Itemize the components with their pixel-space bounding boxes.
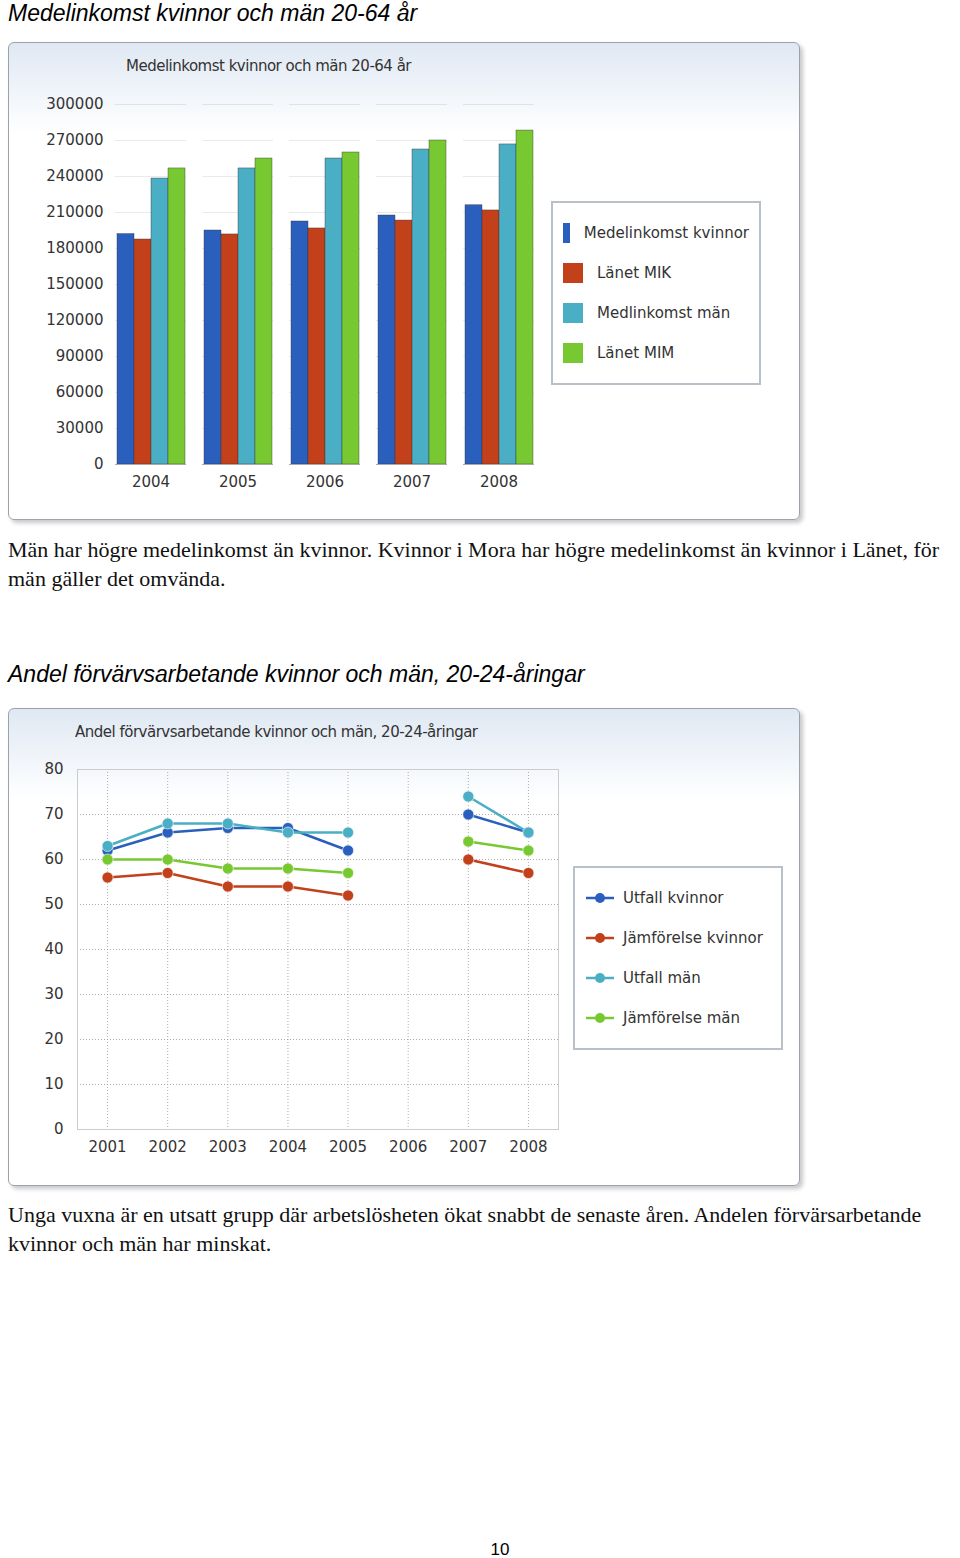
svg-text:2006: 2006: [389, 1138, 427, 1156]
html-text:Jämförelse kvinnor: Jämförelse kvinnor: [623, 929, 763, 947]
html-text:Länet MIK: Länet MIK: [597, 264, 672, 282]
svg-text:2001: 2001: [88, 1138, 126, 1156]
html-text:Medlinkomst män: Medlinkomst män: [597, 304, 731, 322]
html-text:Andel förvärvsarbetande kvinno: Andel förvärvsarbetande kvinnor och män,…: [8, 661, 585, 687]
svg-text:30: 30: [44, 985, 63, 1003]
svg-text:300000: 300000: [46, 95, 103, 113]
svg-text:20: 20: [44, 1030, 63, 1048]
svg-text:2002: 2002: [149, 1138, 187, 1156]
svg-text:2005: 2005: [219, 473, 257, 491]
svg-text:40: 40: [44, 940, 63, 958]
svg-text:2005: 2005: [329, 1138, 367, 1156]
svg-text:2007: 2007: [449, 1138, 487, 1156]
html-text:Andel förvärvsarbetande kvinno: Andel förvärvsarbetande kvinnor och män,…: [75, 723, 478, 741]
svg-text:2007: 2007: [393, 473, 431, 491]
svg-text:10: 10: [44, 1075, 63, 1093]
svg-text:120000: 120000: [46, 311, 103, 329]
html-text:Medelinkomst kvinnor: Medelinkomst kvinnor: [583, 224, 749, 242]
svg-text:150000: 150000: [46, 275, 103, 293]
svg-text:0: 0: [94, 455, 104, 473]
svg-text:2003: 2003: [209, 1138, 247, 1156]
html-text:10: 10: [490, 1540, 510, 1558]
html-text:Unga vuxna är en utsatt grupp: Unga vuxna är en utsatt grupp där arbets…: [8, 1202, 922, 1256]
svg-text:2004: 2004: [132, 473, 170, 491]
html-text:Utfall kvinnor: Utfall kvinnor: [623, 889, 724, 907]
html-text:Medelinkomst kvinnor och män 2: Medelinkomst kvinnor och män 20-64 år: [8, 0, 418, 26]
svg-text:70: 70: [44, 805, 63, 823]
svg-text:2006: 2006: [306, 473, 344, 491]
html-text:Länet MIM: Länet MIM: [597, 344, 675, 362]
svg-text:90000: 90000: [56, 347, 104, 365]
html-text:Medelinkomst kvinnor och män 2: Medelinkomst kvinnor och män 20-64 år: [126, 57, 411, 75]
svg-text:80: 80: [44, 760, 63, 778]
svg-text:210000: 210000: [46, 203, 103, 221]
svg-text:2004: 2004: [269, 1138, 307, 1156]
svg-text:2008: 2008: [509, 1138, 547, 1156]
html-text:Utfall män: Utfall män: [623, 969, 701, 987]
svg-text:270000: 270000: [46, 131, 103, 149]
svg-text:50: 50: [44, 895, 63, 913]
html-text:Jämförelse män: Jämförelse män: [623, 1009, 740, 1027]
svg-text:180000: 180000: [46, 239, 103, 257]
svg-text:60: 60: [44, 850, 63, 868]
svg-text:0: 0: [54, 1120, 64, 1138]
svg-text:2008: 2008: [480, 473, 518, 491]
html-text:Män har högre medelinkomst än: Män har högre medelinkomst än kvinnor. K…: [8, 537, 940, 591]
svg-text:60000: 60000: [56, 383, 104, 401]
svg-text:30000: 30000: [56, 419, 104, 437]
svg-text:240000: 240000: [46, 167, 103, 185]
